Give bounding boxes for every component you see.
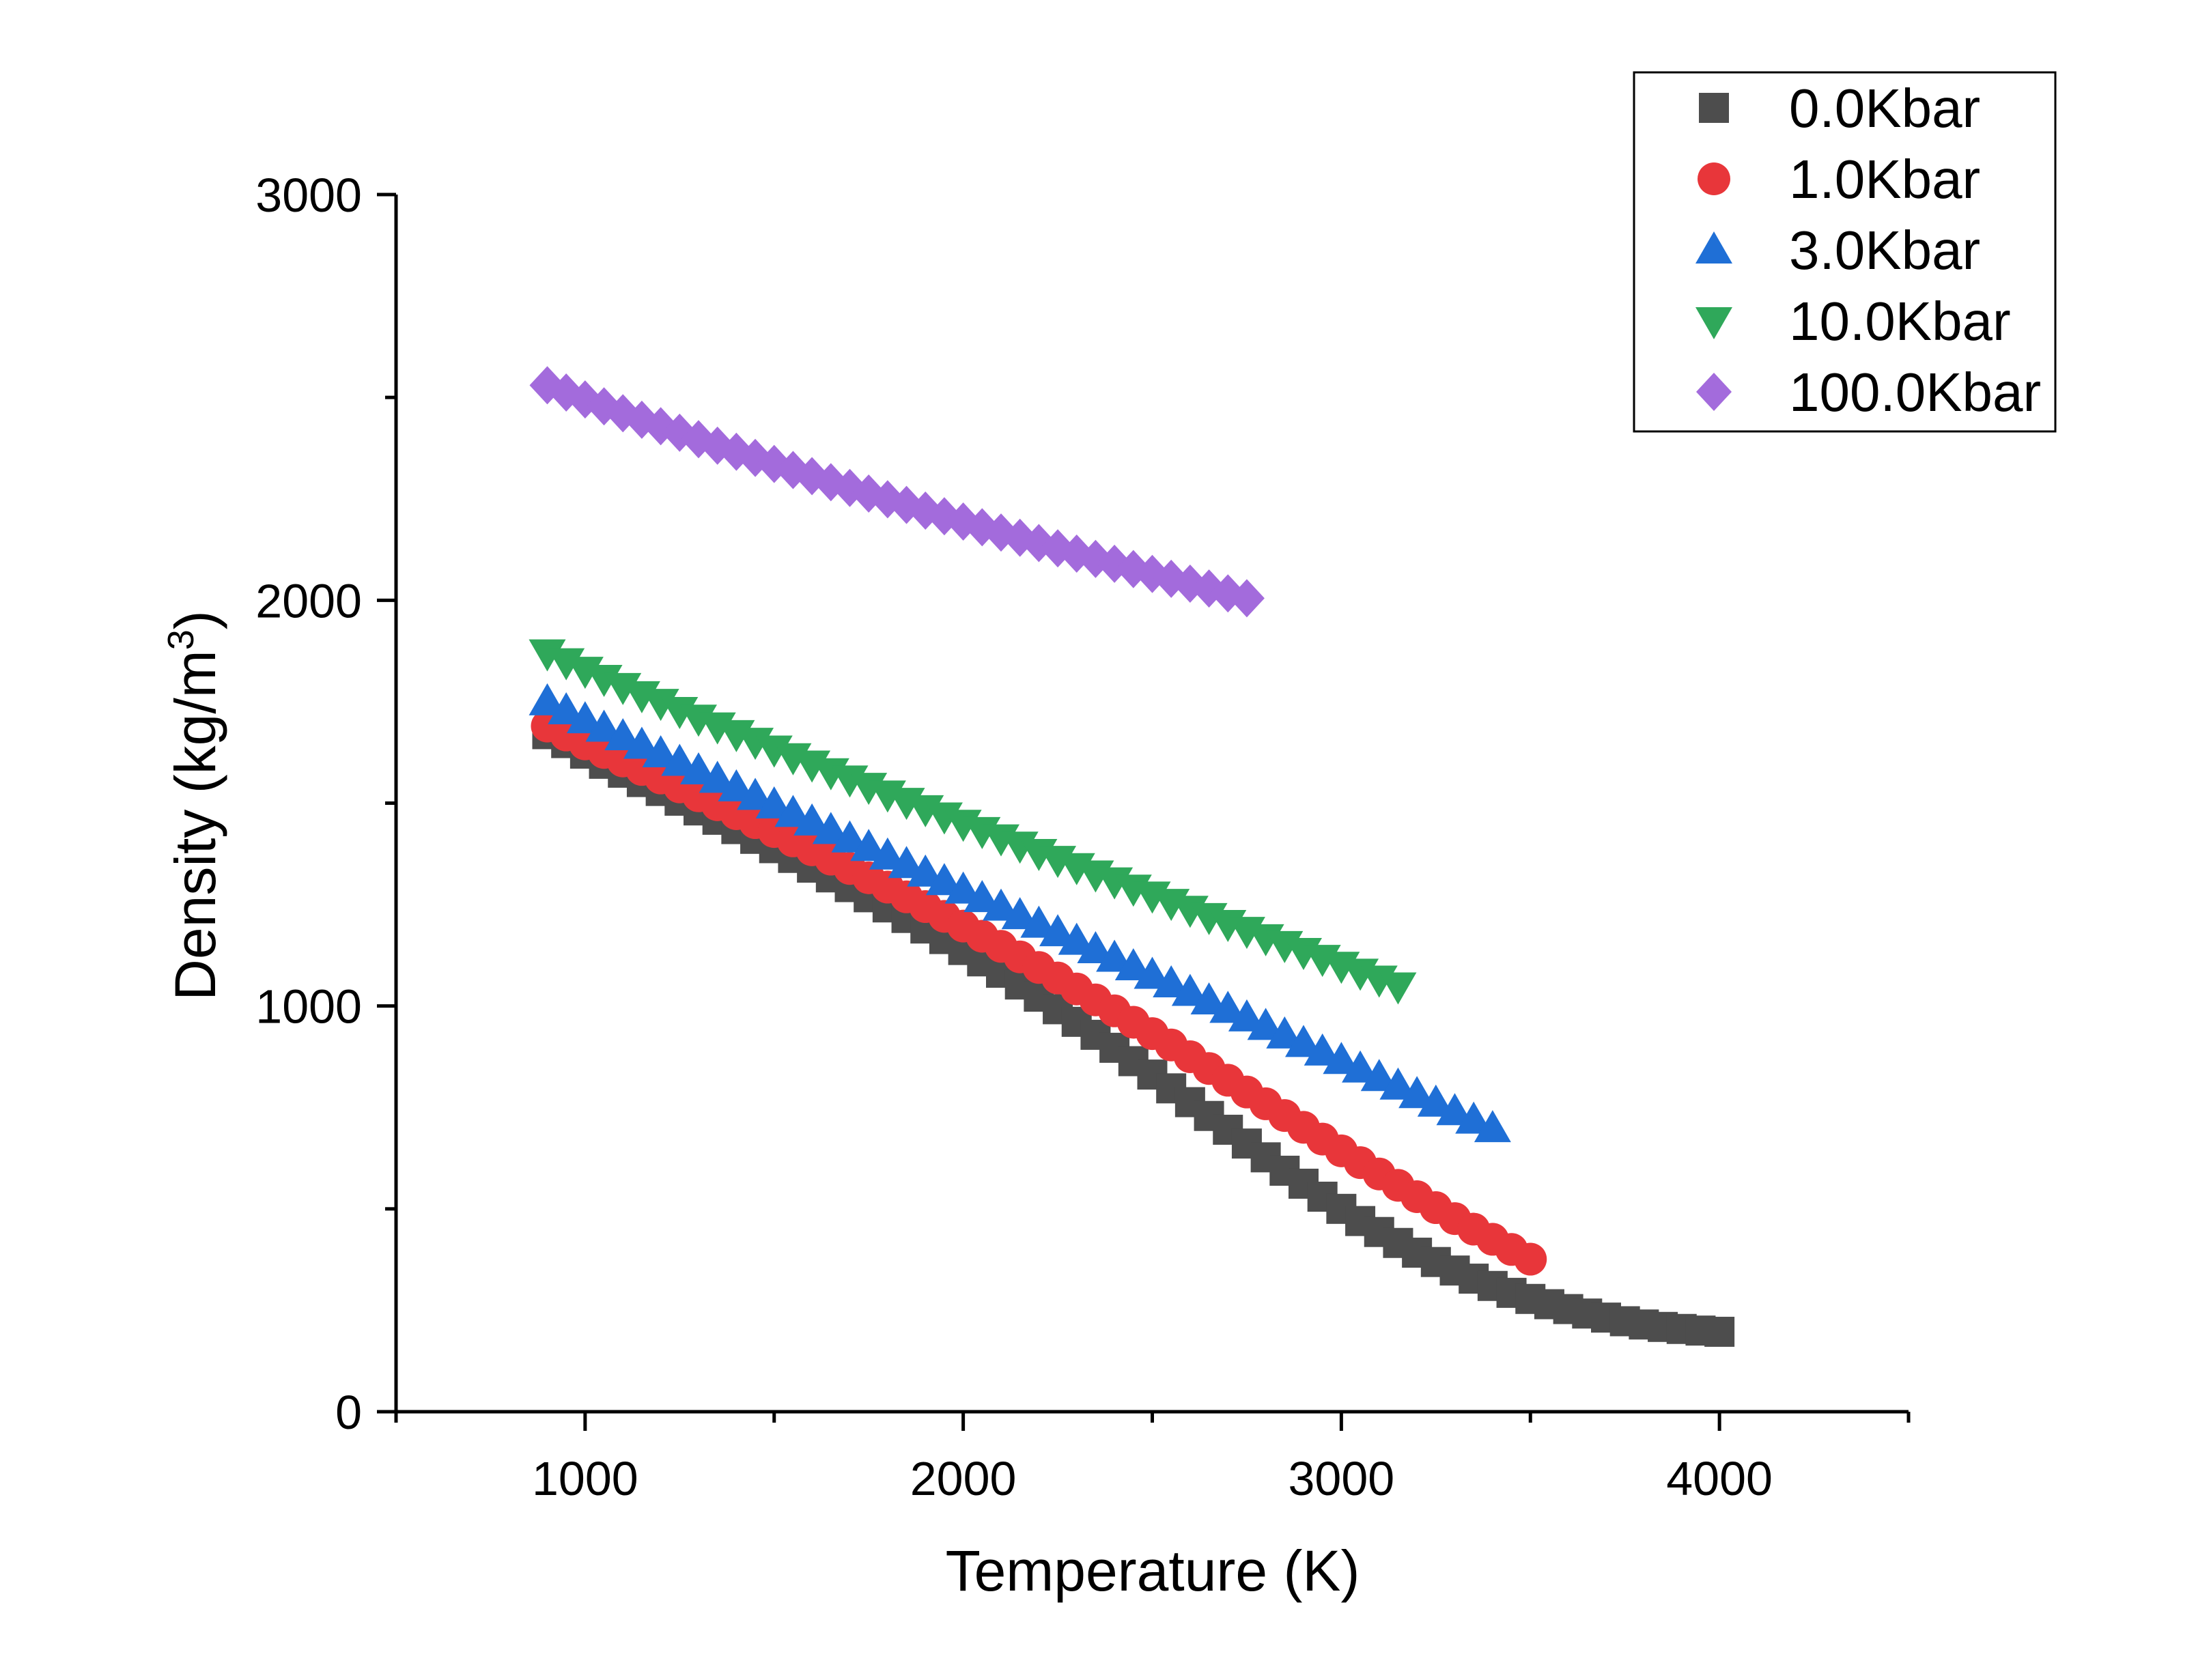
- data-point: [907, 854, 944, 887]
- data-point: [548, 648, 585, 681]
- data-point: [774, 795, 812, 827]
- data-point: [1304, 1033, 1341, 1066]
- data-point: [604, 672, 642, 705]
- data-point: [699, 760, 736, 793]
- legend-item: 0.0Kbar: [1699, 78, 1980, 139]
- x-tick-label: 4000: [1666, 1452, 1773, 1505]
- y-axis-title-superscript: 3: [160, 629, 201, 650]
- data-point: [812, 812, 849, 844]
- legend-label: 3.0Kbar: [1789, 220, 1980, 281]
- legend-marker: [1695, 307, 1732, 339]
- series-100.0Kbar: [529, 366, 1265, 618]
- legend-items: 0.0Kbar 1.0Kbar 3.0Kbar 10.0Kbar 100.0Kbar: [1695, 78, 2041, 423]
- legend-marker: [1695, 231, 1732, 264]
- data-point: [963, 880, 1001, 913]
- data-point: [1171, 973, 1209, 1006]
- data-point: [850, 829, 888, 862]
- y-tick-label: 1000: [255, 980, 362, 1034]
- data-point: [529, 683, 566, 715]
- legend-marker: [1699, 93, 1729, 123]
- data-point: [1379, 1067, 1417, 1100]
- legend-label: 100.0Kbar: [1789, 362, 2041, 423]
- data-point: [1190, 982, 1228, 1014]
- data-point: [1455, 1101, 1493, 1134]
- series-3.0Kbar: [529, 683, 1511, 1143]
- data-point: [1039, 914, 1077, 947]
- data-point: [737, 778, 774, 810]
- data-point: [548, 692, 585, 724]
- y-tick-label: 2000: [255, 574, 362, 627]
- y-axis-title: Density (kg/m3): [160, 610, 227, 1000]
- data-point: [1209, 991, 1247, 1023]
- y-axis-title-close: ): [163, 610, 227, 629]
- data-point: [1360, 1059, 1398, 1092]
- series-layer: [529, 366, 1735, 1347]
- data-point: [944, 871, 982, 904]
- series-10.0Kbar: [529, 639, 1417, 1005]
- legend-label: 10.0Kbar: [1789, 291, 2011, 352]
- legend-item: 10.0Kbar: [1695, 291, 2011, 352]
- data-point: [1077, 931, 1114, 964]
- data-point: [1228, 999, 1265, 1031]
- legend-marker: [1698, 162, 1730, 195]
- data-point: [1058, 922, 1095, 955]
- x-tick-label: 1000: [532, 1452, 638, 1505]
- legend-item: 100.0Kbar: [1696, 362, 2041, 423]
- data-point: [718, 769, 755, 801]
- data-point: [1285, 1025, 1322, 1057]
- data-point: [642, 735, 679, 767]
- data-point: [529, 639, 566, 672]
- data-point: [1266, 1016, 1304, 1049]
- legend: 0.0Kbar 1.0Kbar 3.0Kbar 10.0Kbar 100.0Kbar: [1633, 71, 2057, 433]
- data-point: [1114, 948, 1152, 981]
- y-ticks: 0 1000 2000 3000: [255, 169, 396, 1439]
- data-point: [585, 665, 623, 698]
- x-tick-label: 3000: [1289, 1452, 1395, 1505]
- data-point: [1096, 939, 1134, 972]
- data-point: [1323, 1042, 1360, 1074]
- data-point: [831, 820, 869, 853]
- data-point: [566, 657, 604, 689]
- data-point: [869, 837, 906, 870]
- data-point: [642, 689, 679, 722]
- legend-marker: [1696, 373, 1732, 411]
- x-ticks: 1000 2000 3000 4000: [394, 1412, 1911, 1505]
- data-point: [1001, 897, 1039, 930]
- data-point: [566, 701, 604, 734]
- legend-item: 3.0Kbar: [1695, 220, 1980, 281]
- data-point: [1342, 1050, 1379, 1083]
- data-point: [1417, 1084, 1454, 1117]
- data-point: [585, 709, 623, 742]
- data-point: [661, 743, 699, 776]
- x-tick-label: 2000: [910, 1452, 1017, 1505]
- data-point: [604, 718, 642, 751]
- y-tick-label: 0: [335, 1386, 362, 1439]
- legend-label: 0.0Kbar: [1789, 78, 1980, 139]
- legend-label: 1.0Kbar: [1789, 149, 1980, 210]
- data-point: [1134, 956, 1171, 989]
- data-point: [680, 752, 717, 784]
- data-point: [983, 888, 1019, 921]
- y-axis-title-main: Density (kg/m: [163, 650, 227, 1000]
- data-point: [1474, 1110, 1511, 1143]
- x-axis-title: Temperature (K): [946, 1539, 1360, 1603]
- data-point: [1398, 1076, 1436, 1109]
- data-point: [925, 863, 963, 896]
- data-point: [623, 726, 660, 759]
- y-tick-label: 3000: [255, 169, 362, 222]
- data-point: [1514, 1242, 1547, 1276]
- legend-item: 1.0Kbar: [1698, 149, 1980, 210]
- data-point: [1704, 1316, 1735, 1347]
- data-point: [1153, 965, 1190, 997]
- data-point: [755, 786, 793, 818]
- data-point: [888, 846, 925, 879]
- data-point: [1020, 905, 1058, 938]
- data-point: [1379, 972, 1417, 1005]
- data-point: [1228, 579, 1265, 618]
- data-point: [793, 803, 831, 836]
- data-point: [1247, 1008, 1284, 1040]
- data-point: [1436, 1093, 1474, 1126]
